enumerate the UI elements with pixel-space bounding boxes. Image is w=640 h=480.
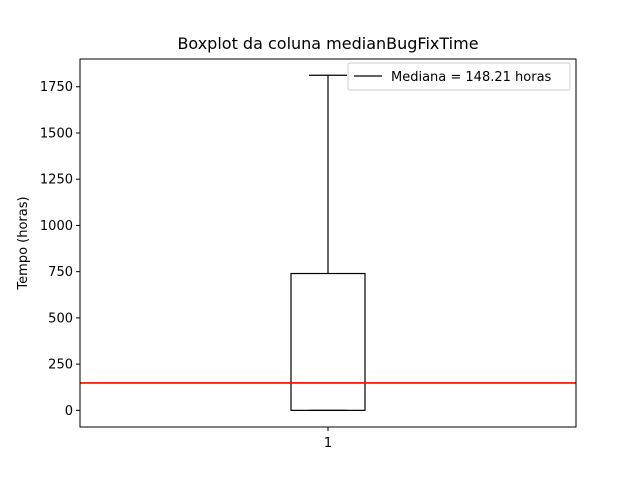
x-axis-ticks: 1: [324, 427, 332, 451]
y-axis-label: Tempo (horas): [16, 196, 31, 290]
y-tick-label: 500: [48, 311, 73, 326]
legend: Mediana = 148.21 horas: [347, 62, 571, 91]
y-tick-label: 1750: [40, 80, 73, 95]
y-tick-label: 250: [48, 358, 73, 373]
y-tick-label: 1250: [40, 173, 73, 188]
legend-box: [347, 62, 571, 91]
chart-title: Boxplot da coluna medianBugFixTime: [177, 34, 478, 53]
y-tick-label: 1000: [40, 219, 73, 234]
y-tick-label: 1500: [40, 126, 73, 141]
y-tick-label: 0: [65, 404, 73, 419]
x-tick-label: 1: [324, 436, 332, 451]
y-tick-label: 750: [48, 265, 73, 280]
boxplot-marks: [80, 74, 576, 411]
y-axis-ticks: 0 250 500 750 1000 1250 1500 1750: [40, 80, 80, 419]
plot-frame: [79, 58, 577, 428]
legend-label: Mediana = 148.21 horas: [391, 70, 552, 85]
iqr-box: [290, 272, 366, 411]
